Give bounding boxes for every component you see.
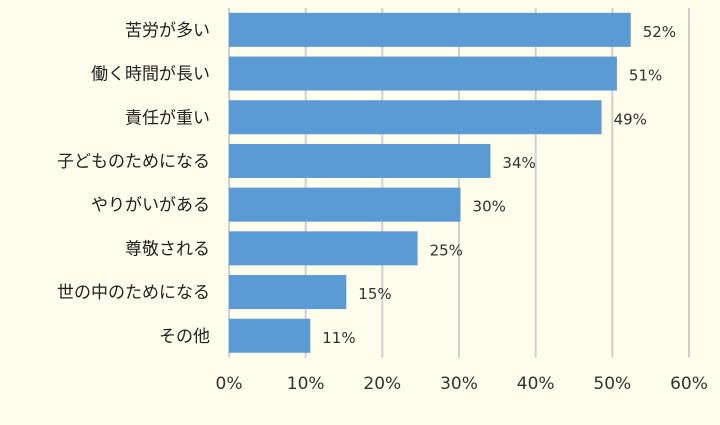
value-labels: 52% 51% 49% 34% 30% 25% 15% 11% xyxy=(322,23,676,347)
category-label: やりがいがある xyxy=(91,196,210,216)
value-label: 25% xyxy=(430,241,463,259)
bar xyxy=(229,187,461,222)
value-label: 30% xyxy=(473,198,506,216)
x-tick-label: 30% xyxy=(440,374,478,394)
x-tick-label: 0% xyxy=(216,374,243,394)
category-labels: 苦労が多い働く時間が長い責任が重い子どものためになるやりがいがある尊敬される世の… xyxy=(57,21,210,347)
value-label: 15% xyxy=(358,285,391,303)
bar xyxy=(229,275,347,310)
category-label: 子どものためになる xyxy=(57,152,210,172)
bar xyxy=(229,231,418,266)
bar xyxy=(229,318,311,353)
x-tick-label: 20% xyxy=(363,374,401,394)
bar xyxy=(229,100,602,135)
category-label: 責任が重い xyxy=(125,108,210,128)
category-label: その他 xyxy=(159,327,210,347)
bar xyxy=(229,56,617,91)
value-label: 49% xyxy=(614,110,647,128)
x-tick-label: 60% xyxy=(670,374,708,394)
x-tick-label: 10% xyxy=(287,374,325,394)
value-label: 11% xyxy=(322,329,355,347)
value-label: 52% xyxy=(643,23,676,41)
category-label: 働く時間が長い xyxy=(91,65,210,85)
value-label: 51% xyxy=(629,67,662,85)
bar xyxy=(229,12,631,47)
x-tick-label: 40% xyxy=(517,374,555,394)
value-label: 34% xyxy=(502,154,535,172)
x-tick-label: 50% xyxy=(593,374,631,394)
category-label: 苦労が多い xyxy=(125,21,210,41)
bar xyxy=(229,143,491,178)
category-label: 尊敬される xyxy=(125,239,210,259)
bars xyxy=(229,12,631,353)
category-label: 世の中のためになる xyxy=(57,283,210,303)
x-axis-ticks: 0% 10% 20% 30% 40% 50% 60% xyxy=(216,374,708,394)
